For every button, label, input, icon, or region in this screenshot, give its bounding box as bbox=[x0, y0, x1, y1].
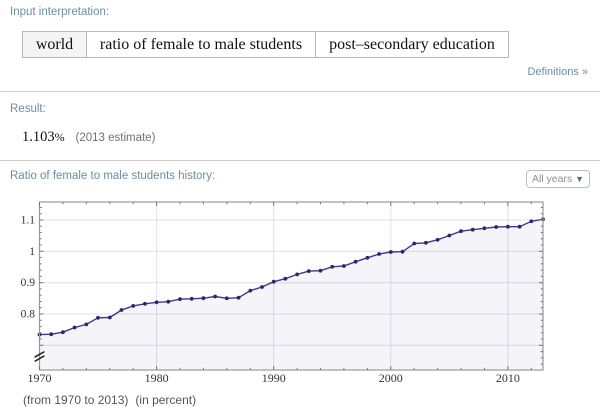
svg-text:1.1: 1.1 bbox=[21, 215, 36, 227]
svg-text:1: 1 bbox=[29, 246, 35, 258]
svg-text:1990: 1990 bbox=[262, 371, 286, 385]
svg-text:1980: 1980 bbox=[145, 371, 169, 385]
svg-text:1970: 1970 bbox=[28, 371, 52, 385]
svg-text:0.8: 0.8 bbox=[21, 309, 36, 321]
svg-text:2010: 2010 bbox=[496, 371, 520, 385]
svg-text:0.9: 0.9 bbox=[21, 277, 36, 289]
svg-text:2000: 2000 bbox=[379, 371, 403, 385]
